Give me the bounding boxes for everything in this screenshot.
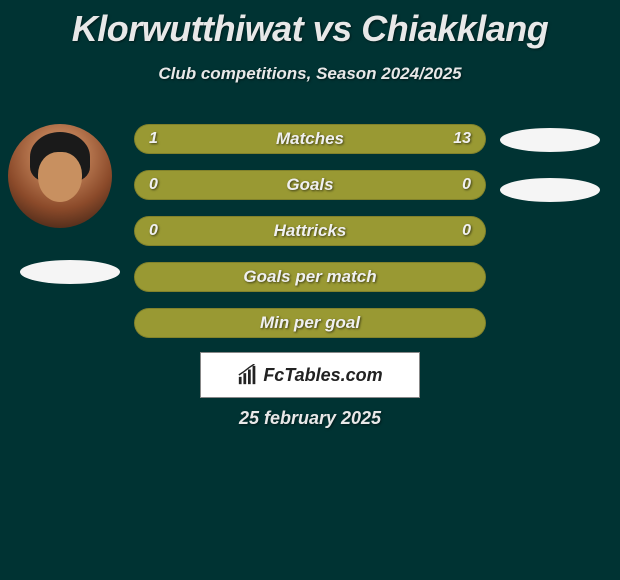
stat-bar: Min per goal — [134, 308, 486, 338]
stat-bar: 00Hattricks — [134, 216, 486, 246]
chart-icon — [237, 364, 259, 386]
bar-label: Min per goal — [135, 309, 485, 337]
bar-label: Matches — [135, 125, 485, 153]
bar-label: Hattricks — [135, 217, 485, 245]
stat-bar: Goals per match — [134, 262, 486, 292]
page-title: Klorwutthiwat vs Chiakklang — [0, 0, 620, 50]
player-right-flag-2 — [500, 178, 600, 202]
logo-text: FcTables.com — [263, 365, 382, 386]
bar-label: Goals — [135, 171, 485, 199]
player-right-flag-1 — [500, 128, 600, 152]
stat-bar: 00Goals — [134, 170, 486, 200]
date-label: 25 february 2025 — [0, 408, 620, 429]
stat-bar: 113Matches — [134, 124, 486, 154]
player-left-flag — [20, 260, 120, 284]
subtitle: Club competitions, Season 2024/2025 — [0, 64, 620, 84]
comparison-bars: 113Matches 00Goals 00Hattricks Goals per ma… — [134, 124, 486, 354]
bar-label: Goals per match — [135, 263, 485, 291]
player-left-avatar — [8, 124, 112, 228]
logo-box: FcTables.com — [200, 352, 420, 398]
